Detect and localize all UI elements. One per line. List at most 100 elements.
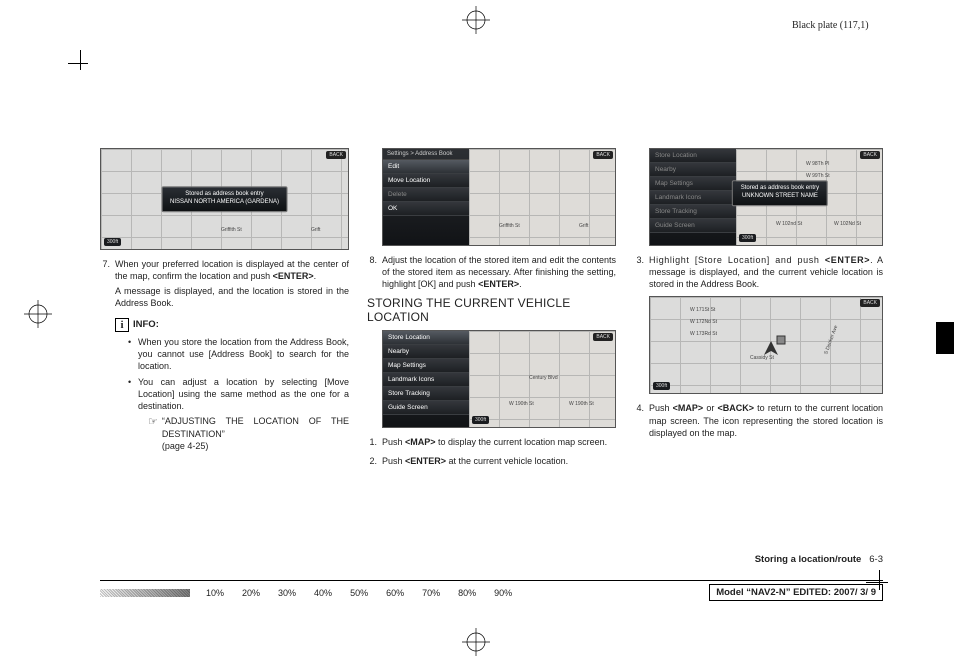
step-number: 3. bbox=[634, 254, 649, 290]
screenshot-store-location-confirm: Store Location Nearby Map Settings Landm… bbox=[649, 148, 883, 246]
info-heading: i INFO: bbox=[115, 318, 349, 332]
map-key: <MAP> bbox=[405, 437, 436, 447]
percent-label: 20% bbox=[242, 588, 260, 598]
back-button-icon: BACK bbox=[326, 151, 346, 159]
column-1: BACK Stored as address book entry NISSAN… bbox=[100, 148, 349, 473]
step-1: 1. Push <MAP> to display the current loc… bbox=[367, 436, 616, 448]
menu-breadcrumb: Settings > Address Book bbox=[383, 149, 469, 160]
info-bullet: • You can adjust a location by selecting… bbox=[128, 376, 349, 452]
page-edge-tab bbox=[936, 322, 954, 354]
step-text: A message is displayed, and the location… bbox=[115, 285, 349, 309]
menu-item: Delete bbox=[383, 188, 469, 202]
street-label: Cassidy St bbox=[750, 355, 774, 361]
menu-item: Landmark Icons bbox=[650, 191, 736, 205]
pointing-hand-icon: ☞ bbox=[148, 415, 158, 451]
scale-indicator: 300ft bbox=[739, 234, 756, 242]
step-text: Push bbox=[649, 403, 673, 413]
menu-item: OK bbox=[383, 202, 469, 216]
step-number: 8. bbox=[367, 254, 382, 290]
street-label: Griffith St bbox=[221, 227, 242, 233]
info-label: INFO: bbox=[133, 319, 159, 330]
banner-line: Stored as address book entry bbox=[741, 185, 819, 193]
menu-item: Edit bbox=[383, 160, 469, 174]
step-3: 3. Highlight [Store Location] and push <… bbox=[634, 254, 883, 290]
menu-item: Guide Screen bbox=[383, 401, 469, 415]
percent-label: 60% bbox=[386, 588, 404, 598]
street-label: W 190th St bbox=[569, 401, 594, 407]
step-number: 7. bbox=[100, 258, 115, 310]
map-banner: Stored as address book entry UNKNOWN STR… bbox=[732, 180, 828, 206]
street-label: W 172Nd St bbox=[690, 319, 717, 325]
step-text: Push bbox=[382, 456, 405, 466]
scale-indicator: 300ft bbox=[653, 382, 670, 390]
bullet-dot-icon: • bbox=[128, 336, 138, 372]
street-label: W 171St St bbox=[690, 307, 715, 313]
step-number: 2. bbox=[367, 455, 382, 467]
footer-section-name: Storing a location/route bbox=[755, 554, 862, 565]
menu-item: Store Location bbox=[650, 149, 736, 163]
black-plate-label: Black plate (117,1) bbox=[792, 20, 869, 31]
step-number: 1. bbox=[367, 436, 382, 448]
registration-mark-top bbox=[462, 6, 490, 34]
percent-label: 90% bbox=[494, 588, 512, 598]
menu-item: Store Tracking bbox=[650, 205, 736, 219]
bullet-dot-icon: • bbox=[128, 376, 138, 452]
step-text: at the current vehicle location. bbox=[446, 456, 568, 466]
percent-label: 40% bbox=[314, 588, 332, 598]
bullet-text: When you store the location from the Add… bbox=[138, 336, 349, 372]
bullet-text: You can adjust a location by selecting [… bbox=[138, 376, 349, 412]
model-edited-box: Model “NAV2-N” EDITED: 2007/ 3/ 9 bbox=[709, 584, 883, 601]
street-label: W 102nd St bbox=[776, 221, 802, 227]
enter-key: <ENTER> bbox=[405, 456, 446, 466]
enter-key: <ENTER> bbox=[478, 279, 519, 289]
street-label: W 99Th St bbox=[806, 173, 830, 179]
column-2: Settings > Address Book Edit Move Locati… bbox=[367, 148, 616, 473]
scale-indicator: 300ft bbox=[472, 416, 489, 424]
step-4: 4. Push <MAP> or <BACK> to return to the… bbox=[634, 402, 883, 438]
screenshot-settings-addressbook: Settings > Address Book Edit Move Locati… bbox=[382, 148, 616, 246]
ref-page: (page 4-25) bbox=[162, 441, 209, 451]
registration-mark-bottom bbox=[462, 628, 490, 656]
cross-reference: ☞ “ADJUSTING THE LOCATION OF THE DESTINA… bbox=[148, 415, 349, 451]
percent-scale: 10% 20% 30% 40% 50% 60% 70% 80% 90% bbox=[100, 584, 709, 601]
banner-line: NISSAN NORTH AMERICA (GARDENA) bbox=[170, 199, 279, 207]
percent-label: 80% bbox=[458, 588, 476, 598]
street-label: Griffith St bbox=[499, 223, 520, 229]
back-key: <BACK> bbox=[718, 403, 755, 413]
percent-label: 30% bbox=[278, 588, 296, 598]
menu-item: Nearby bbox=[383, 345, 469, 359]
menu-item: Landmark Icons bbox=[383, 373, 469, 387]
column-3: Store Location Nearby Map Settings Landm… bbox=[634, 148, 883, 473]
menu-item: Move Location bbox=[383, 174, 469, 188]
gradient-strip-icon bbox=[100, 589, 190, 597]
enter-key: <ENTER> bbox=[273, 271, 314, 281]
street-label: W 173Rd St bbox=[690, 331, 717, 337]
step-2: 2. Push <ENTER> at the current vehicle l… bbox=[367, 455, 616, 467]
street-label: W 190th St bbox=[509, 401, 534, 407]
step-text: to display the current location map scre… bbox=[436, 437, 608, 447]
step-text: or bbox=[703, 403, 717, 413]
screenshot-map-menu: Store Location Nearby Map Settings Landm… bbox=[382, 330, 616, 428]
screenshot-location-stored: W 171St St W 172Nd St W 173Rd St Cassidy… bbox=[649, 296, 883, 394]
menu-item: Guide Screen bbox=[650, 219, 736, 233]
street-label: Grift bbox=[579, 223, 588, 229]
street-label: W 102Nd St bbox=[834, 221, 861, 227]
map-key: <MAP> bbox=[673, 403, 704, 413]
footer-page-number: 6-3 bbox=[869, 554, 883, 565]
menu-item: Map Settings bbox=[650, 177, 736, 191]
menu-item: Store Tracking bbox=[383, 387, 469, 401]
step-number: 4. bbox=[634, 402, 649, 438]
enter-key: <ENTER> bbox=[825, 255, 870, 265]
percent-label: 50% bbox=[350, 588, 368, 598]
crop-mark bbox=[80, 50, 81, 70]
back-button-icon: BACK bbox=[860, 299, 880, 307]
step-text: Push bbox=[382, 437, 405, 447]
info-icon: i bbox=[115, 318, 129, 332]
back-button-icon: BACK bbox=[860, 151, 880, 159]
model-name: NAV2-N bbox=[751, 587, 786, 598]
map-banner: Stored as address book entry NISSAN NORT… bbox=[161, 186, 288, 212]
ref-text: “ADJUSTING THE LOCATION OF THE DESTINATI… bbox=[162, 416, 349, 438]
stored-location-icon bbox=[776, 335, 786, 345]
footer-bar: 10% 20% 30% 40% 50% 60% 70% 80% 90% Mode… bbox=[100, 580, 883, 601]
percent-label: 10% bbox=[206, 588, 224, 598]
